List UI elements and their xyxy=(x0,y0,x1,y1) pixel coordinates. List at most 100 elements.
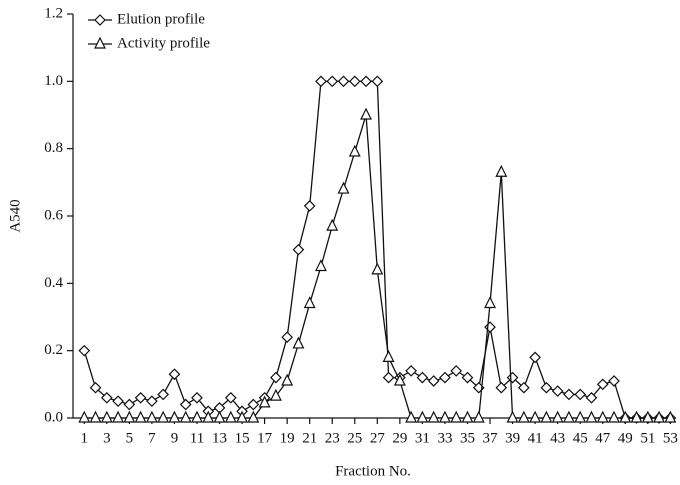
data-point xyxy=(360,75,372,88)
x-tick-label: 33 xyxy=(437,430,452,446)
x-tick-label: 9 xyxy=(171,430,179,446)
data-point xyxy=(224,391,237,404)
data-point xyxy=(89,381,102,394)
legend-marker xyxy=(94,14,106,26)
data-point xyxy=(112,395,124,408)
x-tick-label: 21 xyxy=(302,430,317,446)
x-axis-label: Fraction No. xyxy=(335,463,411,479)
data-point xyxy=(168,368,181,381)
data-point xyxy=(348,144,361,157)
y-tick-label: 0.2 xyxy=(44,342,63,358)
x-tick-label: 47 xyxy=(595,430,611,446)
data-point xyxy=(112,410,125,423)
data-point xyxy=(78,344,91,357)
data-point xyxy=(427,410,440,423)
y-axis-label: A540 xyxy=(7,199,23,232)
data-point xyxy=(416,410,429,423)
x-tick-label: 35 xyxy=(460,430,475,446)
x-tick-label: 49 xyxy=(618,430,633,446)
legend-label: Elution profile xyxy=(117,11,205,27)
data-point xyxy=(146,395,158,408)
data-point xyxy=(78,410,91,423)
data-point xyxy=(416,371,429,384)
data-point xyxy=(371,75,384,88)
data-point xyxy=(484,321,496,333)
data-point xyxy=(562,410,575,423)
x-tick-label: 41 xyxy=(528,430,543,446)
x-tick-label: 31 xyxy=(415,430,430,446)
data-point xyxy=(653,410,666,423)
x-tick-label: 37 xyxy=(483,430,499,446)
data-point xyxy=(270,371,282,384)
data-point xyxy=(574,410,587,423)
data-point xyxy=(461,410,474,423)
data-point xyxy=(472,410,485,423)
data-point xyxy=(213,410,226,423)
x-tick-label: 29 xyxy=(392,430,407,446)
data-point xyxy=(438,410,451,423)
legend-label: Activity profile xyxy=(117,35,210,51)
x-tick-label: 5 xyxy=(126,430,134,446)
y-tick-label: 0.6 xyxy=(44,207,63,223)
data-point xyxy=(450,365,463,377)
data-point xyxy=(382,350,395,362)
x-tick-label: 43 xyxy=(550,430,565,446)
y-tick-label: 0.0 xyxy=(44,409,63,425)
data-point xyxy=(314,259,327,272)
x-tick-label: 3 xyxy=(103,430,111,446)
data-point xyxy=(145,410,158,423)
data-point xyxy=(303,200,316,212)
legend-marker xyxy=(94,36,106,49)
data-point xyxy=(179,398,192,411)
data-point xyxy=(461,371,474,384)
data-point xyxy=(326,75,339,88)
data-point xyxy=(608,410,620,423)
data-point xyxy=(337,181,350,194)
data-point xyxy=(495,164,508,177)
y-tick-label: 1.0 xyxy=(44,73,63,89)
data-point xyxy=(348,75,361,88)
x-tick-label: 25 xyxy=(347,430,362,446)
y-tick-label: 1.2 xyxy=(44,5,63,21)
data-point xyxy=(439,371,451,384)
data-point xyxy=(405,410,418,423)
data-point xyxy=(596,410,609,423)
data-point xyxy=(596,378,609,391)
data-point xyxy=(563,388,575,401)
data-point xyxy=(179,410,192,423)
data-point xyxy=(292,243,305,256)
data-point xyxy=(100,391,113,404)
data-point xyxy=(427,375,440,387)
data-point xyxy=(191,410,203,423)
data-point xyxy=(664,410,677,423)
x-tick-label: 51 xyxy=(640,430,655,446)
data-point xyxy=(405,365,417,377)
data-point xyxy=(303,296,316,309)
data-point xyxy=(281,373,294,386)
data-point xyxy=(258,395,271,408)
data-point xyxy=(551,410,564,423)
data-point xyxy=(247,398,260,411)
y-tick-label: 0.8 xyxy=(44,140,63,156)
data-point xyxy=(551,385,564,397)
data-point xyxy=(337,75,350,88)
data-point xyxy=(619,410,632,423)
x-tick-label: 19 xyxy=(280,430,295,446)
x-tick-label: 7 xyxy=(148,430,156,446)
data-point xyxy=(540,410,553,423)
data-point xyxy=(450,410,463,423)
data-point xyxy=(123,398,136,411)
data-point xyxy=(89,410,102,423)
data-point xyxy=(540,381,553,394)
data-point xyxy=(371,262,384,275)
x-tick-label: 15 xyxy=(235,430,250,446)
data-point xyxy=(157,388,170,401)
data-point xyxy=(517,381,530,394)
x-tick-label: 17 xyxy=(257,430,273,446)
data-point xyxy=(529,410,542,423)
data-point xyxy=(292,336,305,349)
data-point xyxy=(123,410,136,423)
data-point xyxy=(630,410,643,423)
x-tick-label: 53 xyxy=(663,430,678,446)
